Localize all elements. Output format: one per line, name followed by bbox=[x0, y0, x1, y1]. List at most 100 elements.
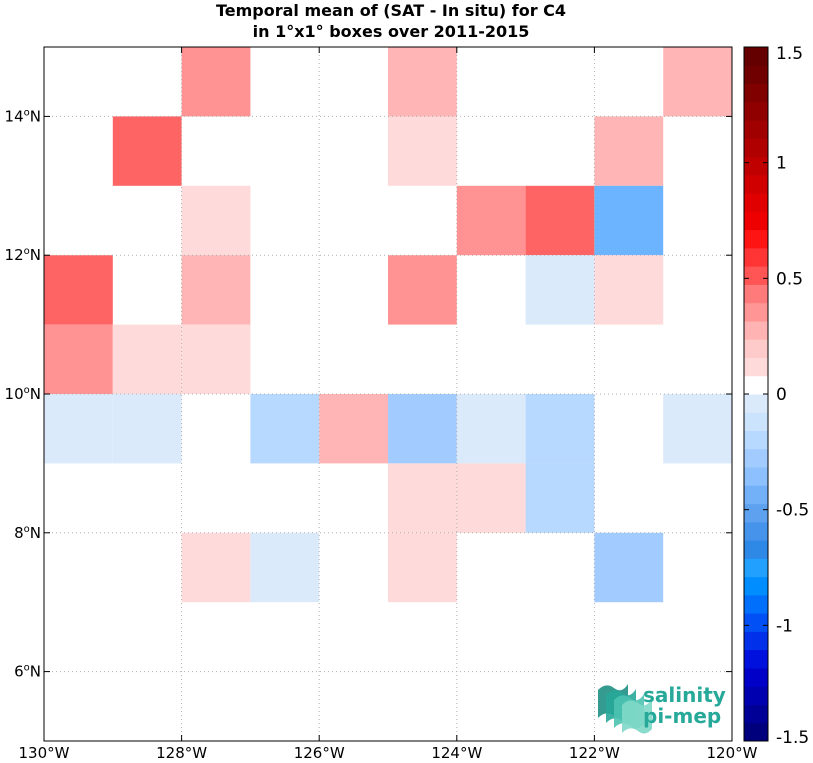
heatmap-cell bbox=[594, 255, 664, 325]
colorbar-swatch bbox=[744, 448, 768, 468]
heatmap-cell bbox=[44, 255, 113, 325]
colorbar-swatch bbox=[744, 631, 768, 651]
colorbar-swatch bbox=[744, 375, 768, 395]
colorbar-swatch bbox=[744, 412, 768, 432]
logo-mark-icon bbox=[598, 684, 652, 734]
x-tick-label: 126°W bbox=[294, 744, 345, 762]
heatmap-cell bbox=[181, 185, 251, 256]
colorbar-swatch bbox=[744, 193, 768, 212]
colorbar-swatch bbox=[744, 211, 768, 231]
heatmap-cell bbox=[112, 116, 182, 186]
logo-wave-slab bbox=[622, 699, 652, 734]
heatmap-cell bbox=[388, 116, 457, 186]
colorbar-tick-label: -0.5 bbox=[776, 501, 809, 521]
heatmap-cell bbox=[250, 394, 320, 464]
y-tick-label: 8oN bbox=[14, 524, 41, 542]
heatmap-cell bbox=[456, 394, 526, 464]
heatmap-cell bbox=[112, 394, 182, 464]
heatmap-cell bbox=[594, 185, 664, 256]
heatmap-cell bbox=[388, 255, 457, 325]
colorbar-swatch bbox=[744, 174, 768, 194]
colorbar-swatch bbox=[744, 576, 768, 596]
colorbar-swatch bbox=[744, 667, 768, 687]
colorbar: 1.5 1 0.5 0 -0.5 -1 -1.5 bbox=[743, 44, 809, 748]
heatmap-cell bbox=[181, 47, 251, 117]
heatmap-cell bbox=[525, 394, 595, 464]
heatmap-cell bbox=[181, 324, 251, 394]
chart-subtitle: in 1°x1° boxes over 2011-2015 bbox=[252, 22, 530, 41]
colorbar-swatch bbox=[744, 613, 768, 632]
chart-title: Temporal mean of (SAT - In situ) for C4 bbox=[215, 1, 567, 20]
x-tick-label: 130°W bbox=[19, 744, 70, 762]
colorbar-swatch bbox=[744, 558, 768, 578]
logo-text-line1: salinity bbox=[643, 683, 726, 707]
colorbar-swatch bbox=[744, 521, 768, 541]
colorbar-swatch bbox=[744, 266, 768, 285]
colorbar-swatch bbox=[744, 357, 768, 377]
heatmap-cell bbox=[663, 394, 732, 464]
heatmap-cell bbox=[525, 185, 595, 256]
x-axis: 130°W 128°W 126°W 124°W 122°W 120°W bbox=[19, 47, 758, 762]
colorbar-swatch bbox=[744, 503, 768, 523]
colorbar-swatch bbox=[744, 704, 768, 724]
chart-title-block: Temporal mean of (SAT - In situ) for C4 … bbox=[44, 0, 738, 42]
x-tick-label: 120°W bbox=[707, 744, 758, 762]
y-tick-label: 14oN bbox=[5, 107, 41, 125]
colorbar-swatch bbox=[744, 320, 768, 340]
heatmap-cell bbox=[44, 394, 113, 464]
colorbar-swatch bbox=[744, 467, 768, 486]
heatmap-cell bbox=[594, 116, 664, 186]
heatmap-cell bbox=[456, 463, 526, 533]
colorbar-swatch bbox=[744, 339, 768, 358]
colorbar-swatch bbox=[744, 649, 768, 669]
y-tick-label: 10oN bbox=[5, 385, 41, 403]
colorbar-swatch bbox=[744, 47, 768, 66]
heatmap-cell bbox=[181, 255, 251, 325]
colorbar-swatch bbox=[744, 594, 768, 614]
colorbar-tick-label: 1.5 bbox=[776, 44, 803, 64]
colorbar-swatch bbox=[744, 394, 768, 413]
colorbar-swatch bbox=[744, 156, 768, 176]
colorbar-swatch bbox=[744, 101, 768, 121]
heatmap-cell bbox=[112, 324, 182, 394]
grid-lines bbox=[44, 47, 732, 741]
heatmap-cell bbox=[388, 394, 457, 464]
colorbar-swatch bbox=[744, 302, 768, 322]
colorbar-swatch bbox=[744, 138, 768, 158]
heatmap-cell bbox=[456, 185, 526, 256]
colorbar-swatch bbox=[744, 247, 768, 267]
heatmap-cell bbox=[388, 47, 457, 117]
colorbar-swatch bbox=[744, 540, 768, 559]
heatmap-cell bbox=[319, 394, 388, 464]
y-tick-label: 6oN bbox=[14, 663, 41, 681]
salinity-pi-mep-logo: salinity pi-mep bbox=[598, 683, 726, 734]
colorbar-swatch bbox=[744, 722, 768, 742]
heatmap-cell bbox=[663, 47, 732, 117]
heatmap-cell bbox=[525, 463, 595, 533]
heatmap-cells bbox=[44, 47, 732, 603]
heatmap-cell bbox=[44, 324, 113, 394]
x-tick-label: 128°W bbox=[156, 744, 207, 762]
x-tick-label: 124°W bbox=[431, 744, 482, 762]
colorbar-swatch bbox=[744, 686, 768, 705]
heatmap-cell bbox=[250, 532, 320, 603]
colorbar-swatch bbox=[744, 120, 768, 139]
colorbar-tick-label: -1.5 bbox=[776, 728, 809, 748]
colorbar-tick-label: 0.5 bbox=[776, 269, 803, 289]
colorbar-swatch bbox=[744, 485, 768, 505]
y-tick-label: 12oN bbox=[5, 246, 41, 264]
logo-text-line2: pi-mep bbox=[643, 704, 721, 728]
heatmap-cell bbox=[388, 532, 457, 603]
colorbar-tick-label: 0 bbox=[776, 385, 787, 405]
heatmap-cell bbox=[181, 532, 251, 603]
heatmap-cell bbox=[525, 255, 595, 325]
x-tick-label: 122°W bbox=[569, 744, 620, 762]
y-axis: 6oN 8oN 10oN 12oN 14oN bbox=[5, 107, 732, 681]
colorbar-swatch bbox=[744, 65, 768, 85]
colorbar-swatch bbox=[744, 430, 768, 450]
colorbar-swatch bbox=[744, 83, 768, 103]
colorbar-swatch bbox=[744, 229, 768, 249]
colorbar-swatch bbox=[744, 284, 768, 304]
colorbar-tick-label: 1 bbox=[776, 154, 787, 174]
